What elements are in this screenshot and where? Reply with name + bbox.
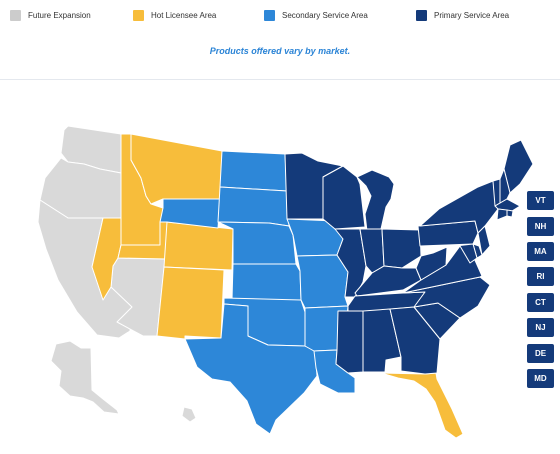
legend-item-future-expansion: Future Expansion: [10, 6, 91, 24]
state-badge-md[interactable]: MD: [527, 369, 554, 388]
legend-item-hot-licensee-area: Hot Licensee Area: [133, 6, 216, 24]
legend-item-secondary-service-area: Secondary Service Area: [264, 6, 368, 24]
state-tx[interactable]: [184, 303, 318, 435]
legend-item-primary-service-area: Primary Service Area: [416, 6, 509, 24]
state-nj[interactable]: [477, 225, 491, 256]
legend-label-hot-licensee-area: Hot Licensee Area: [151, 10, 217, 20]
state-mo[interactable]: [296, 254, 349, 309]
state-sd[interactable]: [217, 186, 290, 227]
state-badge-ma[interactable]: MA: [527, 242, 554, 261]
state-ks[interactable]: [231, 263, 302, 301]
blue-square-swatch: [264, 9, 275, 21]
gray-square-swatch: [10, 9, 21, 21]
state-badge-vt[interactable]: VT: [527, 191, 554, 210]
state-ri[interactable]: [506, 209, 514, 218]
state-ak[interactable]: [50, 340, 120, 415]
state-badge-ct[interactable]: CT: [527, 293, 554, 312]
state-nm[interactable]: [156, 266, 225, 340]
products-notice: Products offered vary by market.: [209, 46, 351, 56]
legend-label-future-expansion: Future Expansion: [28, 10, 91, 20]
state-fl[interactable]: [380, 372, 464, 439]
legend-label-primary-service-area: Primary Service Area: [434, 10, 510, 20]
state-badge-de[interactable]: DE: [527, 344, 554, 363]
yellow-square-swatch: [133, 9, 144, 21]
state-ne[interactable]: [217, 221, 297, 265]
state-ms[interactable]: [335, 310, 364, 374]
state-wv[interactable]: [415, 246, 448, 281]
map-legend: Future Expansion Hot Licensee Area Secon…: [10, 6, 550, 24]
state-oh[interactable]: [381, 228, 422, 269]
state-hi[interactable]: [181, 406, 197, 423]
state-badge-ri[interactable]: RI: [527, 267, 554, 286]
state-wi[interactable]: [322, 165, 366, 230]
navy-square-swatch: [416, 9, 427, 21]
state-ct[interactable]: [496, 208, 508, 221]
state-nd[interactable]: [219, 150, 288, 192]
state-badge-nj[interactable]: NJ: [527, 318, 554, 337]
state-nc[interactable]: [402, 276, 491, 319]
state-nv[interactable]: [67, 217, 122, 301]
state-va[interactable]: [402, 245, 483, 294]
legend-label-secondary-service-area: Secondary Service Area: [282, 10, 368, 20]
state-nh[interactable]: [499, 168, 511, 204]
state-md[interactable]: [446, 243, 478, 264]
header-divider: [0, 79, 560, 80]
state-mi[interactable]: [356, 169, 395, 232]
state-ma[interactable]: [494, 198, 521, 212]
state-badge-nh[interactable]: NH: [527, 217, 554, 236]
state-co[interactable]: [163, 221, 234, 271]
